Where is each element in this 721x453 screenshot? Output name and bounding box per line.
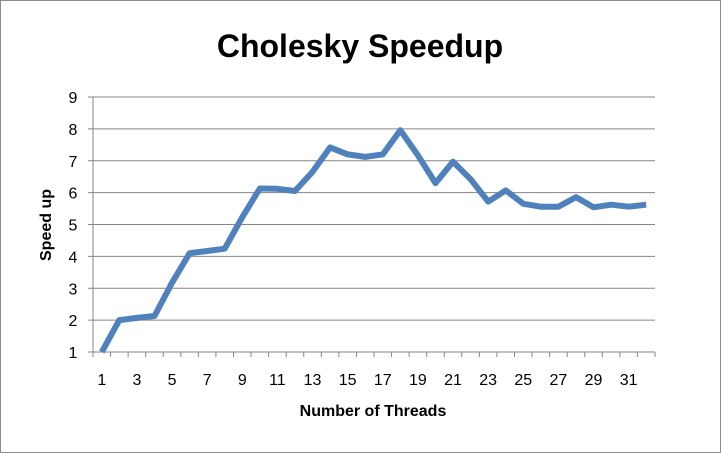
data-point	[327, 144, 333, 150]
data-point	[503, 187, 509, 193]
x-tick-label: 29	[585, 372, 603, 389]
data-point	[152, 313, 158, 319]
data-point	[415, 152, 421, 158]
data-point	[555, 204, 561, 210]
data-point	[468, 176, 474, 182]
axes	[88, 96, 656, 357]
y-tick-label: 6	[69, 186, 78, 203]
x-tick-label: 31	[620, 372, 638, 389]
y-tick-label: 1	[69, 345, 78, 362]
x-tick-label: 1	[97, 372, 106, 389]
x-tick-label: 19	[409, 372, 427, 389]
series-line-0	[99, 127, 647, 354]
data-point	[134, 315, 140, 321]
data-point	[380, 151, 386, 157]
y-tick-label: 8	[69, 122, 78, 139]
y-tick-labels: 1 2 3 4 5 6 7 8 9	[69, 90, 78, 362]
data-point	[362, 154, 368, 160]
x-tick-label: 13	[304, 372, 322, 389]
data-point	[274, 186, 280, 192]
data-point	[169, 280, 175, 286]
data-point	[257, 186, 263, 192]
x-tick-label: 5	[168, 372, 177, 389]
y-tick-label: 3	[69, 281, 78, 298]
data-point	[608, 202, 614, 208]
y-tick-label: 4	[69, 249, 78, 266]
data-point	[99, 349, 105, 355]
data-point	[433, 180, 439, 186]
chart-title: Cholesky Speedup	[217, 28, 503, 64]
data-point	[485, 199, 491, 205]
y-tick-label: 7	[69, 154, 78, 171]
x-tick-label: 17	[374, 372, 392, 389]
y-tick-label: 5	[69, 218, 78, 235]
series-layer	[99, 127, 649, 355]
data-point	[345, 151, 351, 157]
data-point	[520, 201, 526, 207]
data-point	[292, 188, 298, 194]
x-tick-label: 15	[339, 372, 357, 389]
y-tick-label: 9	[69, 90, 78, 107]
data-point	[538, 204, 544, 210]
x-tick-label: 11	[269, 372, 286, 389]
data-point	[450, 159, 456, 165]
data-point	[397, 127, 403, 133]
data-point	[222, 246, 228, 252]
x-axis-title: Number of Threads	[300, 403, 447, 420]
x-tick-label: 27	[550, 372, 568, 389]
y-tick-label: 2	[69, 313, 78, 330]
x-tick-label: 23	[479, 372, 497, 389]
data-point	[626, 204, 632, 210]
data-point	[310, 169, 316, 175]
x-tick-label: 9	[238, 372, 247, 389]
x-tick-label: 21	[444, 372, 462, 389]
x-tick-label: 25	[514, 372, 532, 389]
data-point	[573, 194, 579, 200]
data-point	[116, 317, 122, 323]
data-point	[591, 204, 597, 210]
data-point	[643, 202, 649, 208]
data-point	[239, 214, 245, 220]
x-tick-label: 7	[203, 372, 212, 389]
x-tick-labels: 1 3 5 7 9 11 13 15 17 19 21 23 25 27 29 31	[97, 372, 637, 389]
y-axis-title: Speed up	[38, 189, 55, 261]
data-point	[204, 248, 210, 254]
data-point	[187, 250, 193, 256]
gridlines	[93, 96, 655, 321]
x-tick-label: 3	[132, 372, 141, 389]
